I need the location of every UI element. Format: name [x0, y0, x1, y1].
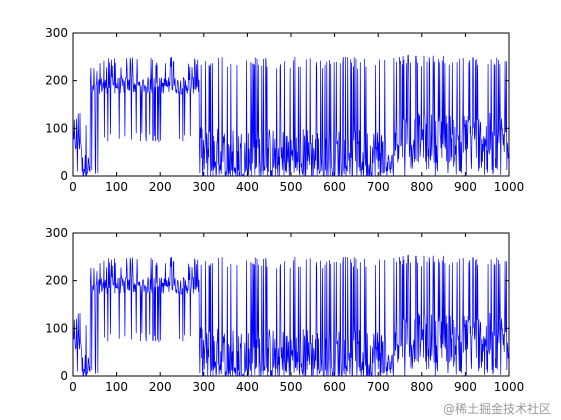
x-tick-label: 700 [367, 180, 390, 194]
x-tick-label: 400 [236, 380, 259, 394]
y-tick-label: 200 [45, 74, 68, 88]
y-tick-label: 100 [45, 321, 68, 335]
x-tick-label: 1000 [494, 180, 525, 194]
x-tick-label: 0 [69, 180, 77, 194]
x-tick-label: 200 [149, 180, 172, 194]
x-tick-label: 700 [367, 380, 390, 394]
x-tick-label: 900 [454, 380, 477, 394]
x-tick-label: 800 [410, 180, 433, 194]
y-tick-label: 0 [60, 369, 68, 383]
x-tick-label: 1000 [494, 380, 525, 394]
y-tick-label: 200 [45, 274, 68, 288]
x-tick-label: 300 [192, 180, 215, 194]
x-tick-label: 400 [236, 180, 259, 194]
y-tick-label: 300 [45, 226, 68, 240]
x-tick-label: 300 [192, 380, 215, 394]
y-tick-label: 0 [60, 169, 68, 183]
watermark: @稀土掘金技术社区 [442, 402, 551, 416]
x-tick-label: 100 [105, 380, 128, 394]
x-tick-label: 100 [105, 180, 128, 194]
x-tick-label: 500 [280, 380, 303, 394]
y-tick-label: 300 [45, 26, 68, 40]
x-tick-label: 500 [280, 180, 303, 194]
y-tick-label: 100 [45, 121, 68, 135]
plot-top: 0 100 200 300 400 500 600 700 800 900 1000 0 100 200 3… [45, 26, 524, 194]
x-tick-label: 200 [149, 380, 172, 394]
series-line [73, 54, 509, 176]
x-tick-label: 600 [323, 380, 346, 394]
x-tick-label: 600 [323, 180, 346, 194]
x-tick-label: 800 [410, 380, 433, 394]
x-tick-label: 900 [454, 180, 477, 194]
series-line [73, 254, 509, 376]
plot-bottom: 0 100 200 300 400 500 600 700 800 900 1000 0 100 200 3… [45, 226, 524, 394]
x-tick-label: 0 [69, 380, 77, 394]
